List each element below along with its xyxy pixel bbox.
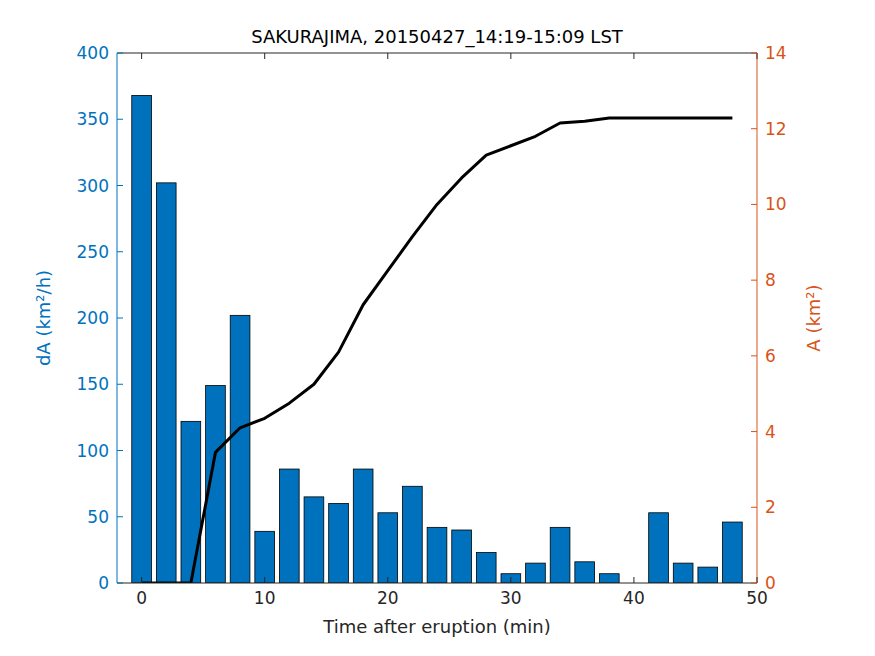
x-tick-top	[264, 53, 265, 59]
bar	[599, 574, 619, 583]
bar	[403, 486, 423, 583]
x-tick-top	[510, 53, 511, 59]
bar	[329, 504, 349, 584]
bar	[673, 563, 693, 583]
y-tick-label: 150	[77, 374, 109, 394]
x-tick	[757, 577, 758, 583]
x-tick-label: 40	[623, 588, 645, 608]
y-tick	[117, 185, 123, 186]
bar	[378, 513, 398, 583]
y2-tick	[751, 204, 757, 205]
bar	[353, 469, 373, 583]
y2-tick-label: 10	[765, 194, 787, 214]
y2-tick-label: 8	[765, 270, 776, 290]
x-tick	[387, 577, 388, 583]
y-tick-label: 0	[98, 573, 109, 593]
y-tick-label: 200	[77, 308, 109, 328]
bar	[526, 563, 546, 583]
bar	[575, 562, 595, 583]
y-tick-label: 300	[77, 176, 109, 196]
y2-tick-label: 2	[765, 497, 776, 517]
y2-tick-label: 0	[765, 573, 776, 593]
x-tick	[141, 577, 142, 583]
x-tick	[510, 577, 511, 583]
line	[142, 118, 733, 583]
bar	[427, 527, 447, 583]
bar	[181, 421, 201, 583]
bar	[550, 527, 570, 583]
x-tick-top	[633, 53, 634, 59]
plot-area	[117, 53, 757, 583]
marks	[132, 95, 742, 583]
y-tick	[117, 516, 123, 517]
y2-tick-label: 14	[765, 43, 787, 63]
y2-axis	[757, 53, 758, 583]
title: SAKURAJIMA, 20150427_14:19-15:09 LST	[251, 26, 624, 48]
y2-tick	[751, 355, 757, 356]
y2-tick-label: 6	[765, 346, 776, 366]
bar	[452, 530, 472, 583]
y-tick-label: 250	[77, 242, 109, 262]
y2-tick	[751, 280, 757, 281]
y-tick	[117, 119, 123, 120]
y2-tick	[751, 128, 757, 129]
x-tick-label: 10	[254, 588, 276, 608]
bar	[723, 522, 743, 583]
x-tick	[264, 577, 265, 583]
y-tick	[117, 583, 123, 584]
y-tick-label: 400	[77, 43, 109, 63]
x-tick-label: 20	[377, 588, 399, 608]
y-tick	[117, 53, 123, 54]
y-tick-label: 350	[77, 109, 109, 129]
y2-label: A (km²)	[803, 284, 824, 351]
bar	[156, 183, 176, 583]
y2-tick-label: 4	[765, 422, 776, 442]
frame-top	[117, 53, 757, 54]
x-tick-label: 30	[500, 588, 522, 608]
x-tick-top	[757, 53, 758, 59]
bar	[476, 553, 496, 583]
bar	[304, 497, 324, 583]
y2-tick	[751, 583, 757, 584]
y-tick	[117, 450, 123, 451]
bar	[279, 469, 299, 583]
y-tick-label: 50	[87, 507, 109, 527]
x-label: Time after eruption (min)	[322, 616, 551, 637]
y-tick	[117, 251, 123, 252]
bar	[698, 567, 718, 583]
bar	[649, 513, 669, 583]
x-tick-label: 0	[136, 588, 147, 608]
y2-tick	[751, 431, 757, 432]
x-tick-top	[141, 53, 142, 59]
y-label: dA (km²/h)	[33, 270, 54, 366]
y-tick-label: 100	[77, 441, 109, 461]
y-tick	[117, 384, 123, 385]
x-tick	[633, 577, 634, 583]
y-tick	[117, 318, 123, 319]
chart: 0102030405005010015020025030035040002468…	[0, 0, 875, 656]
y2-tick	[751, 507, 757, 508]
bar	[132, 95, 152, 583]
x-tick-top	[387, 53, 388, 59]
bar	[501, 574, 521, 583]
x-axis	[117, 583, 757, 584]
y2-tick-label: 12	[765, 119, 787, 139]
y2-tick	[751, 53, 757, 54]
bar	[255, 531, 275, 583]
bar	[230, 315, 250, 583]
